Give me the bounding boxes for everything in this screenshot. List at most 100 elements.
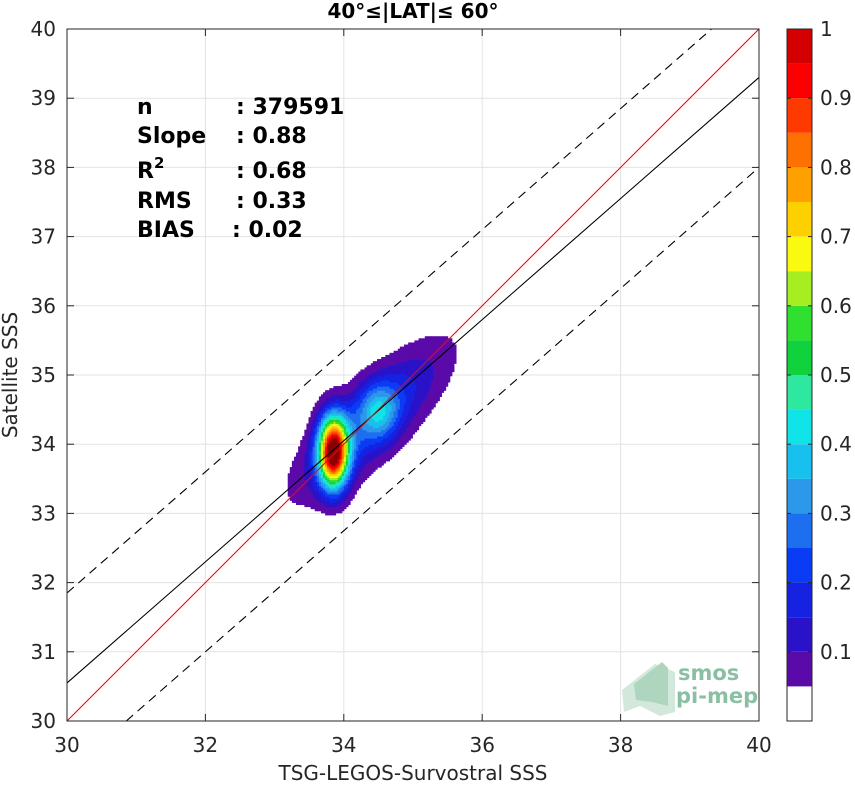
density-cell: [406, 400, 409, 404]
density-cell: [422, 388, 426, 391]
density-cell: [333, 489, 337, 493]
density-cell: [314, 494, 318, 497]
density-cell: [314, 444, 318, 447]
density-cell: [406, 371, 409, 375]
stat-n-value: : 379591: [236, 95, 344, 120]
colorbar-tick-label: 1: [820, 17, 833, 41]
density-cell: [323, 396, 326, 400]
density-cell: [318, 427, 322, 431]
density-cell: [341, 437, 345, 441]
density-cell: [447, 377, 451, 381]
density-cell: [362, 442, 366, 445]
density-cell: [341, 448, 345, 452]
density-cell: [337, 417, 341, 420]
density-cell: [397, 429, 401, 433]
y-tick-label: 34: [31, 432, 56, 456]
density-cell: [443, 344, 447, 348]
density-cell: [389, 394, 393, 398]
density-cell: [318, 404, 322, 408]
density-cell: [291, 481, 295, 485]
density-cell: [368, 446, 372, 449]
density-cell: [408, 400, 411, 404]
density-cell: [358, 440, 362, 443]
density-cell: [435, 348, 438, 352]
density-cell: [453, 350, 457, 354]
density-cell: [370, 417, 374, 420]
density-cell: [314, 425, 318, 429]
density-cell: [316, 448, 320, 452]
density-cell: [343, 435, 347, 439]
density-cell: [426, 381, 430, 385]
density-cell: [418, 396, 422, 400]
density-cell: [341, 408, 345, 412]
density-cell: [385, 419, 388, 422]
density-cell: [387, 456, 391, 460]
density-cell: [416, 359, 420, 362]
density-cell: [399, 357, 403, 360]
density-cell: [430, 363, 434, 366]
density-cell: [424, 365, 428, 368]
density-cell: [335, 437, 339, 441]
density-cell: [345, 425, 349, 429]
density-cell: [366, 460, 370, 464]
density-cell: [320, 396, 324, 400]
density-cell: [341, 417, 345, 420]
density-cell: [347, 481, 351, 485]
density-cell: [325, 462, 328, 466]
density-cell: [352, 491, 355, 495]
density-cell: [383, 417, 386, 420]
density-cell: [406, 377, 409, 381]
density-cell: [410, 417, 413, 420]
density-cell: [333, 471, 337, 474]
density-cell: [366, 404, 370, 408]
density-cell: [291, 491, 295, 495]
density-cell: [401, 365, 405, 368]
density-cell: [374, 388, 378, 391]
density-cell: [323, 460, 326, 464]
density-cell: [310, 471, 314, 474]
density-cell: [414, 406, 418, 410]
density-cell: [370, 419, 374, 422]
density-cell: [377, 427, 380, 431]
density-cell: [451, 352, 455, 356]
density-cell: [439, 390, 442, 393]
density-cell: [343, 415, 347, 418]
density-cell: [337, 402, 341, 406]
density-cell: [352, 429, 355, 433]
density-cell: [374, 392, 378, 395]
density-cell: [320, 508, 324, 512]
density-cell: [408, 375, 411, 379]
density-cell: [441, 384, 445, 387]
density-cell: [316, 440, 320, 443]
density-cell: [404, 431, 407, 435]
density-cell: [401, 437, 405, 441]
density-cell: [406, 421, 409, 425]
density-cell: [358, 481, 362, 485]
density-cell: [304, 456, 308, 460]
density-cell: [379, 404, 382, 408]
colorbar-band: [787, 686, 812, 721]
density-cell: [385, 392, 388, 395]
density-cell: [404, 410, 407, 414]
density-cell: [364, 381, 368, 385]
density-cell: [341, 396, 345, 400]
density-cell: [360, 373, 364, 377]
density-cell: [320, 437, 324, 441]
density-cell: [358, 448, 362, 452]
density-cell: [306, 446, 310, 449]
density-cell: [316, 429, 320, 433]
density-cell: [339, 388, 343, 391]
density-cell: [385, 423, 388, 427]
density-cell: [350, 487, 353, 491]
density-cell: [372, 423, 376, 427]
density-cell: [337, 433, 341, 437]
density-cell: [341, 454, 345, 458]
density-cell: [356, 435, 359, 439]
density-cell: [312, 413, 316, 416]
density-cell: [314, 462, 318, 466]
density-cell: [424, 352, 428, 356]
density-cell: [356, 406, 359, 410]
density-cell: [356, 458, 359, 462]
density-cell: [370, 400, 374, 404]
